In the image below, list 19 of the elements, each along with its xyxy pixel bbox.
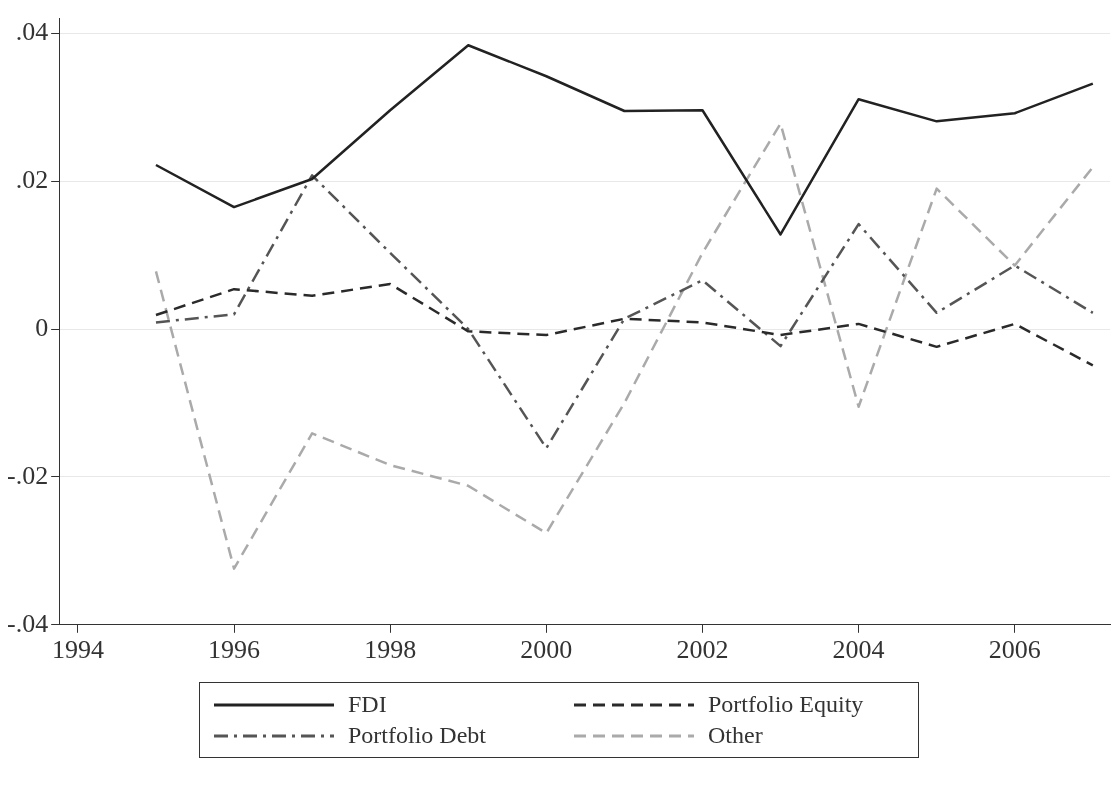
line-series [154,282,1095,367]
x-tick-label: 2002 [676,635,729,665]
x-tick-label: 1998 [364,635,417,665]
x-tick-label: 2006 [988,635,1041,665]
x-tick-label: 2000 [520,635,573,665]
y-tick-label: -.04 [6,608,49,638]
line-series [154,122,1095,570]
x-tick-label: 1994 [51,635,104,665]
legend-label: FDI [348,691,387,718]
legend-label: Other [708,722,763,749]
legend-label: Portfolio Debt [348,722,486,749]
y-tick-label: .04 [15,17,49,47]
legend-label: Portfolio Equity [708,691,864,718]
x-tick-label: 2004 [832,635,885,665]
line-series [154,174,1095,450]
y-tick-label: -.02 [6,460,49,490]
y-tick-label: .02 [15,165,49,195]
x-tick-label: 1996 [208,635,261,665]
y-tick-label: 0 [35,312,49,342]
